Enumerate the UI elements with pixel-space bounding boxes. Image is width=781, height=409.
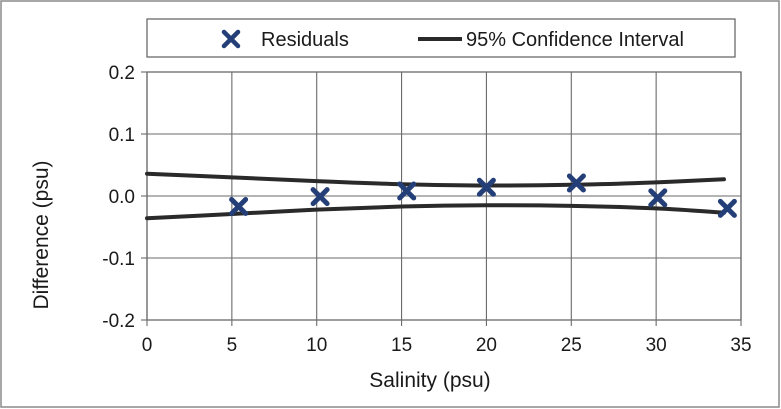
x-tick-label: 30	[646, 335, 667, 356]
residual-point	[566, 173, 586, 193]
confidence-interval-upper-line	[145, 171, 726, 188]
x-axis-title: Salinity (psu)	[369, 369, 490, 392]
residual-markers	[229, 173, 737, 218]
x-tick-label: 20	[476, 335, 497, 356]
legend-x-marker-icon	[221, 29, 241, 49]
x-axis-ticks: 0 5 10 15 20 25 30 35	[142, 320, 752, 356]
y-tick-label: 0.2	[109, 63, 135, 84]
residual-point	[229, 197, 249, 216]
x-tick-label: 35	[730, 335, 751, 356]
y-axis-ticks: 0.2 0.1 0.0 -0.1 -0.2	[102, 63, 147, 332]
residual-point	[648, 188, 668, 208]
confidence-interval-lower-line	[145, 203, 726, 221]
residual-point	[717, 198, 737, 218]
y-tick-label: 0.1	[109, 125, 135, 146]
y-axis-title: Difference (psu)	[30, 160, 53, 309]
legend-residuals: Residuals	[221, 29, 349, 51]
confidence-interval-lines	[145, 171, 726, 221]
x-tick-label: 25	[561, 335, 582, 356]
x-tick-label: 10	[306, 335, 327, 356]
legend-confidence-interval: 95% Confidence Interval	[418, 29, 684, 51]
residual-point	[476, 177, 496, 197]
legend-label-confidence-interval: 95% Confidence Interval	[466, 29, 684, 51]
x-tick-label: 15	[391, 335, 412, 356]
y-tick-label: -0.2	[102, 311, 135, 332]
legend-label-residuals: Residuals	[261, 29, 349, 51]
x-tick-label: 5	[227, 335, 238, 356]
y-tick-label: 0.0	[109, 187, 135, 208]
x-tick-label: 0	[142, 335, 153, 356]
residual-point	[310, 187, 330, 207]
residual-point	[397, 181, 417, 201]
y-tick-label: -0.1	[102, 249, 135, 270]
